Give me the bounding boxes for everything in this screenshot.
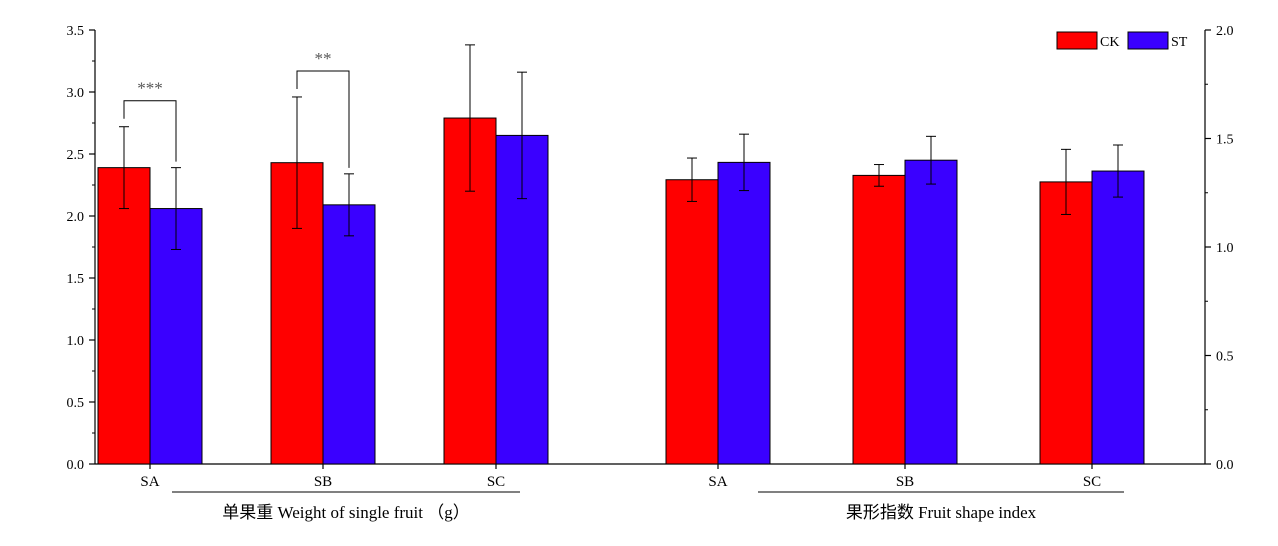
bar-ck	[97, 167, 151, 465]
bars	[97, 44, 1145, 465]
significance-bracket	[123, 100, 177, 162]
right-tick-label: 1.0	[1216, 241, 1234, 256]
bar-ck	[1039, 181, 1093, 465]
bar-st	[1091, 170, 1145, 465]
bar-st	[717, 161, 771, 465]
bar-st	[904, 159, 958, 465]
bar-ck	[665, 179, 719, 465]
legend-swatch-ck	[1056, 31, 1098, 50]
legend-swatch-st	[1127, 31, 1169, 50]
x-category-label: SA	[140, 474, 159, 490]
x-category-label: SC	[1083, 474, 1101, 490]
group-label: 果形指数 Fruit shape index	[846, 503, 1037, 522]
left-tick-label: 3.0	[67, 86, 85, 101]
left-tick-label: 2.5	[67, 148, 85, 163]
right-tick-label: 0.0	[1216, 458, 1234, 473]
left-tick-label: 0.5	[67, 396, 85, 411]
right-tick-label: 2.0	[1216, 24, 1234, 39]
left-tick-label: 3.5	[67, 24, 85, 39]
x-category-label: SB	[896, 474, 914, 490]
left-tick-label: 1.0	[67, 334, 85, 349]
bar-ck	[852, 174, 906, 465]
bar-st	[322, 204, 376, 465]
bar-st	[149, 208, 203, 465]
significance-label: ***	[137, 79, 163, 98]
x-category-label: SA	[708, 474, 727, 490]
right-tick-label: 1.5	[1216, 133, 1234, 148]
left-tick-label: 1.5	[67, 272, 85, 287]
left-tick-label: 0.0	[67, 458, 85, 473]
left-tick-label: 2.0	[67, 210, 85, 225]
legend-label-st: ST	[1171, 35, 1188, 50]
significance-bracket	[296, 70, 350, 168]
x-category-label: SC	[487, 474, 505, 490]
right-tick-label: 0.5	[1216, 350, 1234, 365]
group-label: 单果重 Weight of single fruit （g）	[222, 503, 469, 522]
x-category-label: SB	[314, 474, 332, 490]
significance-label: **	[315, 49, 332, 68]
legend: CK ST	[1056, 31, 1188, 50]
legend-label-ck: CK	[1100, 35, 1119, 50]
